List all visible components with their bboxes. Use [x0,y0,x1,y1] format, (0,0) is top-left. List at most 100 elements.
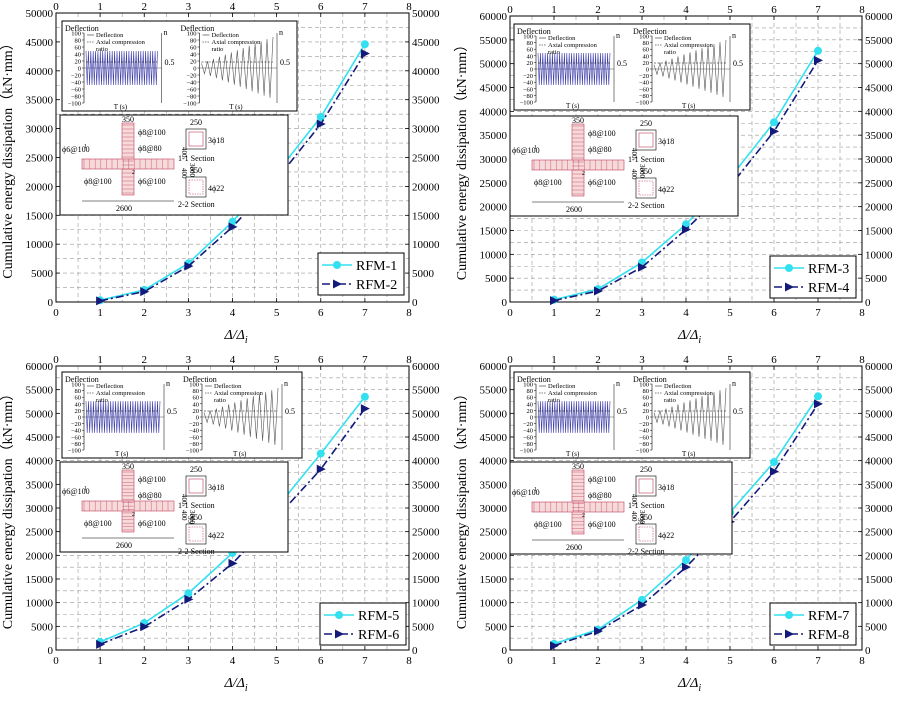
y-axis-title: Cumulative energy dissipation（kN·mm） [0,387,16,629]
cyclic-load-signal [201,36,274,98]
legend-label-RFM-7: RFM-7 [808,609,849,624]
x-tick-label-top: 8 [406,1,412,13]
y-tick-label: 0 [502,645,508,657]
y-tick-label: 10000 [480,249,508,261]
inset-y-tick-label: 100 [523,382,533,389]
data-point-RFM-8 [638,600,647,610]
x-tick-label-top: 5 [274,354,280,366]
inset-legend-axial: Axial compression [548,42,598,49]
y-tick-label: 0 [48,297,54,309]
y-tick-label: 45000 [26,37,54,49]
y-tick-label-right: 5000 [865,273,888,285]
inset-legend-axial: Axial compression [664,390,714,397]
legend-box [317,252,405,296]
cyclic-load-signal [653,39,727,98]
data-point-RFM-8 [550,641,559,651]
y-tick-label: 40000 [480,456,508,468]
section-11-label: 1-1 Section [178,154,215,163]
inset-legend-ratio: ratio [548,49,560,56]
y-axis-title: Cumulative energy dissipation（kN·mm） [454,387,470,629]
load-inset-frame [61,371,303,459]
section-22-label: 2-2 Section [628,201,665,210]
inset-y-tick-label: 0 [530,67,533,74]
x-tick-label-top: 1 [97,354,103,366]
y-tick-label: 40000 [26,66,54,78]
inset-y-tick-label: 0 [78,415,81,422]
x-tick-label-top: 2 [142,354,148,366]
inset-time-label: T (s) [566,102,580,110]
inset-n-label: n [732,379,736,388]
legend-marker-RFM-1 [333,261,341,269]
dimension-label: 400 [630,148,638,159]
inset-y-tick-label: −40 [71,80,81,87]
legend-marker-RFM-4 [785,282,794,292]
dimension-label: 350 [572,462,584,471]
dimension-label: 250 [640,465,652,474]
x-tick-label-top: 7 [362,1,368,13]
inset-legend-deflection: Deflection [96,383,124,390]
rebar-label: ϕ6@100 [138,177,166,186]
y-tick-label: 45000 [480,432,508,444]
x-tick-label-top: 3 [186,354,192,366]
y-tick-label-right: 45000 [865,432,893,444]
y-tick-label: 60000 [26,361,54,373]
x-tick-label: 0 [507,307,513,319]
inset-y-tick-label: −20 [523,421,533,428]
inset-y-tick-label: 100 [71,31,81,38]
y-tick-label: 30000 [26,503,54,515]
rebar-label: ϕ6@100 [512,146,540,155]
deflection-axis-title: Deflection [517,27,551,36]
y-tick-label: 10000 [26,239,54,251]
inset-y-tick-label: −20 [71,421,81,428]
cyclic-load-signal [85,401,161,433]
y-tick-label-right: 30000 [865,154,893,166]
inset-y-tick-label: −40 [71,428,81,435]
dimension-label: 3000 [638,510,646,525]
x-tick-label: 2 [142,307,148,319]
y-tick-label-right: 20000 [865,550,893,562]
x-tick-label: 4 [683,307,689,319]
y-tick-label: 5000 [485,621,508,633]
data-point-RFM-4 [770,126,779,136]
inset-y-tick-label: −20 [189,421,199,428]
y-tick-label: 35000 [480,479,508,491]
x-axis-title-subscript: i [245,683,248,694]
y-tick-label-right: 25000 [412,153,440,165]
y-tick-label-right: 10000 [865,598,893,610]
rebar-label: ϕ6@100 [588,520,616,529]
inset-y-tick-label: 80 [643,40,650,47]
section-mark: 2 [582,171,585,177]
inset-ratio-value: 0.5 [733,59,743,68]
x-tick-label-top: 8 [859,4,865,16]
y-tick-label: 5000 [31,621,54,633]
data-point-RFM-1 [360,40,369,49]
y-axis-title: Cumulative energy dissipation（kN·mm） [454,38,470,280]
data-point-RFM-4 [638,262,647,272]
load-inset-frame [61,20,298,112]
rebar-label: ϕ8@100 [534,178,562,187]
y-tick-label: 15000 [26,574,54,586]
x-tick-label-top: 4 [230,1,236,13]
inset-ratio-value: 0.5 [167,407,177,416]
section-22-outline [185,176,207,198]
x-tick-label: 0 [53,307,59,319]
data-point-RFM-4 [682,225,691,235]
inset-ratio-value: 0.5 [733,407,743,416]
data-point-RFM-6 [360,404,370,414]
x-tick-label-top: 1 [551,354,557,366]
inset-y-tick-label: −80 [186,94,196,101]
x-tick-label-top: 5 [727,354,733,366]
x-tick-label: 3 [186,655,192,667]
y-tick-label-right: 5000 [412,621,435,633]
x-tick-label: 6 [318,307,324,319]
y-tick-label: 60000 [480,361,508,373]
rebar-label: ϕ6@100 [512,488,540,497]
inset-time-label: T (s) [229,103,243,111]
y-tick-label-right: 35000 [412,479,440,491]
dimension-label: 3000 [188,510,196,525]
inset-legend-deflection: Deflection [212,32,240,39]
inset-y-tick-label: −80 [189,441,199,448]
inset-y-tick-label: 20 [190,59,197,66]
